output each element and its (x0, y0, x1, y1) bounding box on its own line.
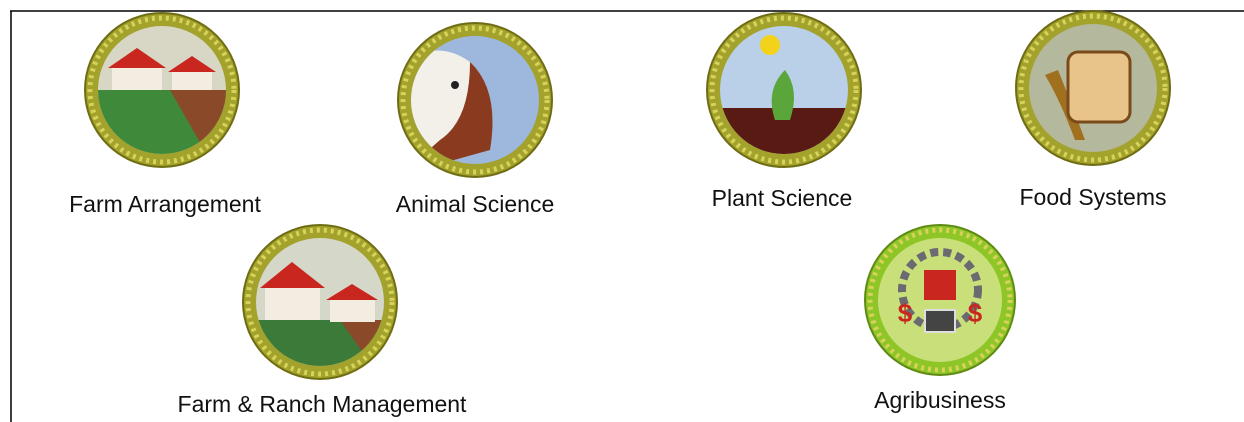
svg-text:$: $ (968, 298, 983, 328)
badge (243, 225, 400, 379)
badge-label: Farm & Ranch Management (178, 391, 468, 417)
badge (707, 13, 861, 168)
svg-text:$: $ (898, 298, 913, 328)
badge-label: Animal Science (396, 191, 555, 217)
badge-label: Farm Arrangement (69, 191, 261, 217)
badge (398, 23, 552, 177)
badge (85, 13, 240, 167)
badge (1016, 11, 1170, 165)
badge-label: Agribusiness (874, 387, 1006, 413)
badge-label: Food Systems (1020, 184, 1167, 210)
badge-sheet: Farm Arrangement Animal Science Plant Sc… (0, 0, 1244, 422)
badge-label: Plant Science (712, 185, 853, 211)
badge: $ $ (865, 225, 1015, 375)
